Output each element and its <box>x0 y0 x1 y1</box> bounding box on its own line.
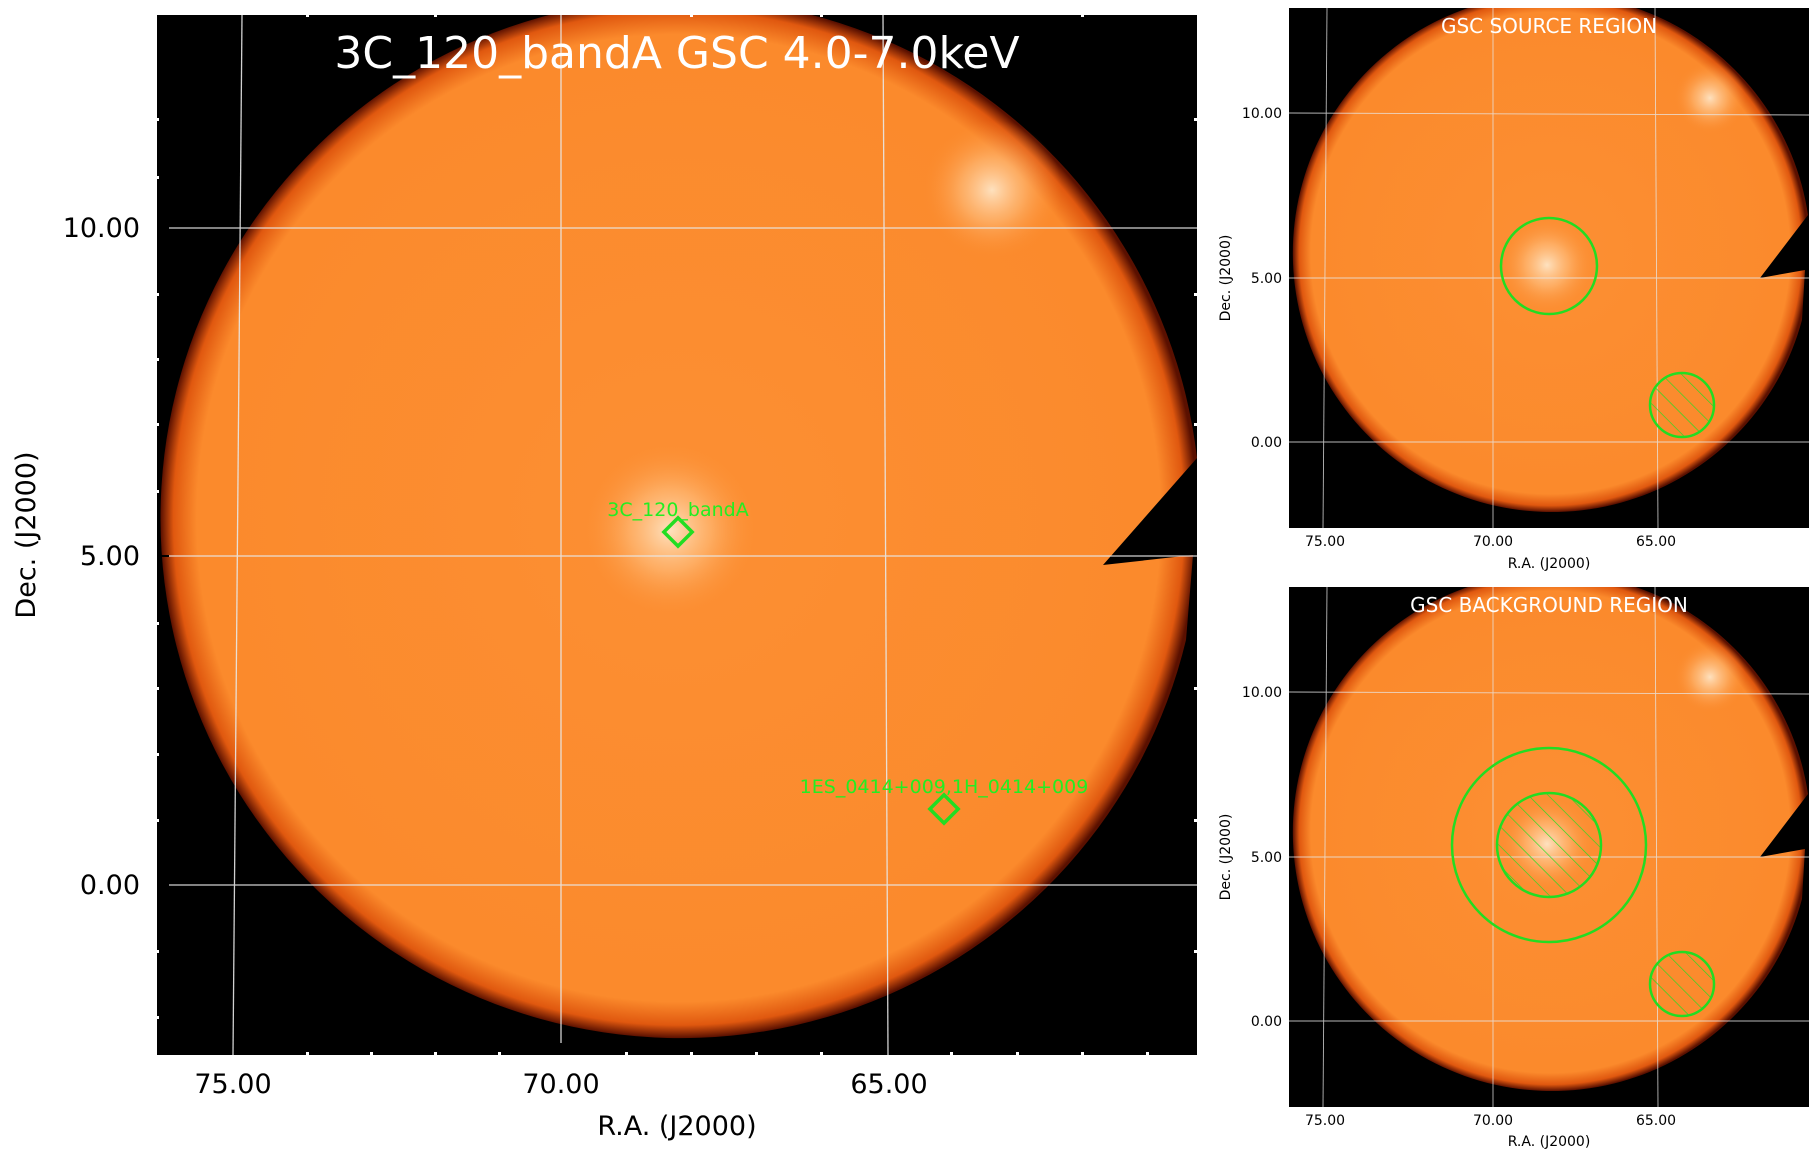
source-label-3c120: 3C_120_bandA <box>607 499 748 521</box>
main-xlabel: R.A. (J2000) <box>597 1111 756 1142</box>
main-grid <box>157 15 1197 1055</box>
source-panel-bright-spot-glow <box>1674 62 1746 134</box>
main-sky-panel: 3C_120_bandA 1ES_0414+009,1H_0414+009 <box>11 14 1197 1142</box>
background-panel-bright-spot-glow <box>1674 641 1746 713</box>
main-xtick-70: 70.00 <box>522 1069 599 1100</box>
source-panel-ytick-0: 0.00 <box>1251 435 1282 451</box>
background-panel-xtick-75: 75.00 <box>1305 1113 1345 1129</box>
main-ylabel: Dec. (J2000) <box>11 451 42 618</box>
main-ytick-5: 5.00 <box>80 541 140 572</box>
source-label-1es0414: 1ES_0414+009,1H_0414+009 <box>800 776 1089 798</box>
source-panel-grid <box>1289 8 1809 528</box>
background-panel-xlabel: R.A. (J2000) <box>1508 1134 1591 1150</box>
source-panel-ytick-5: 5.00 <box>1251 271 1282 287</box>
source-panel-source-glow <box>1499 217 1595 313</box>
main-ytick-0: 0.00 <box>80 870 140 901</box>
source-panel-xtick-65: 65.00 <box>1636 534 1676 550</box>
source-panel-xtick-75: 75.00 <box>1305 534 1345 550</box>
background-panel-ylabel: Dec. (J2000) <box>1218 814 1234 901</box>
main-ytick-10: 10.00 <box>63 213 140 244</box>
source-panel-title: GSC SOURCE REGION <box>1441 14 1657 38</box>
background-excluded-source-region[interactable] <box>1648 950 1716 1018</box>
source-marker-1es0414[interactable] <box>927 792 961 826</box>
main-title: 3C_120_bandA GSC 4.0-7.0keV <box>334 28 1019 79</box>
background-panel-xtick-70: 70.00 <box>1473 1113 1513 1129</box>
main-xtick-75: 75.00 <box>194 1069 271 1100</box>
background-annulus-outer[interactable] <box>1450 746 1648 944</box>
background-panel-ytick-5: 5.00 <box>1251 850 1282 866</box>
background-annulus-inner-excluded[interactable] <box>1495 791 1603 899</box>
main-xtick-65: 65.00 <box>850 1069 927 1100</box>
source-extraction-region[interactable] <box>1499 216 1599 316</box>
source-marker-3c120[interactable] <box>661 515 695 549</box>
source-region-panel: GSC SOURCE REGION 75.00 70.00 65.00 10.0… <box>1218 8 1809 572</box>
main-minor-ticks <box>156 14 1197 1055</box>
background-region-panel: GSC BACKGROUND REGION 75.00 70.00 65.00 … <box>1218 587 1809 1150</box>
excluded-source-region[interactable] <box>1648 371 1716 439</box>
background-panel-title: GSC BACKGROUND REGION <box>1410 593 1688 617</box>
main-source-glow <box>580 440 760 620</box>
source-panel-xtick-70: 70.00 <box>1473 534 1513 550</box>
source-panel-ytick-10: 10.00 <box>1242 106 1282 122</box>
main-bright-spot-glow <box>922 120 1062 260</box>
source-panel-ylabel: Dec. (J2000) <box>1218 235 1234 322</box>
source-panel-xlabel: R.A. (J2000) <box>1508 556 1591 572</box>
background-panel-ytick-10: 10.00 <box>1242 685 1282 701</box>
main-axis-ticks <box>157 227 887 1055</box>
background-panel-ytick-0: 0.00 <box>1251 1014 1282 1030</box>
background-panel-xtick-65: 65.00 <box>1636 1113 1676 1129</box>
